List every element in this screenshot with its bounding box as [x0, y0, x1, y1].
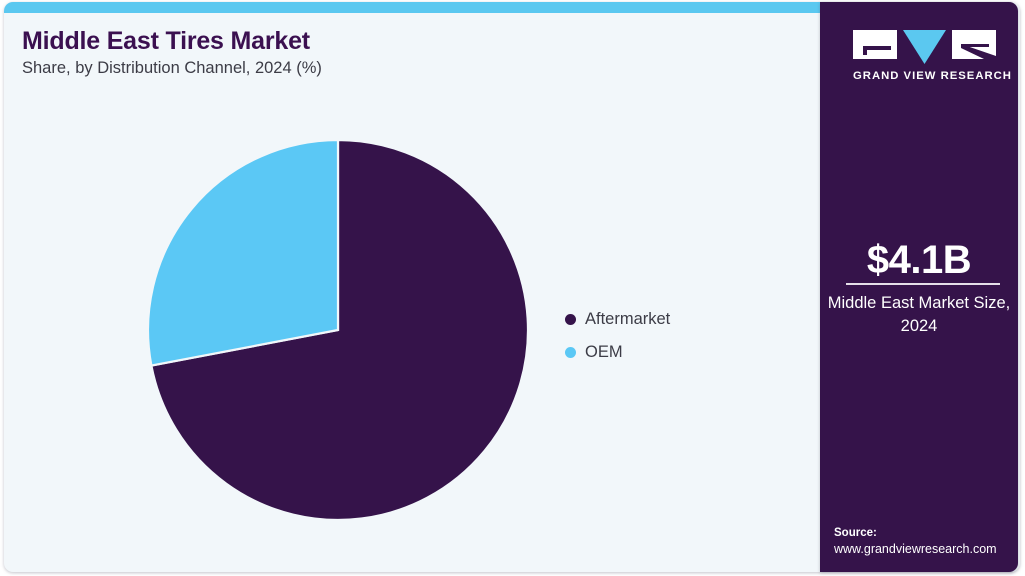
pie-chart-svg	[148, 140, 528, 520]
pie-slice-aftermarket[interactable]	[150, 140, 528, 520]
gvr-logo-svg	[853, 30, 996, 64]
legend-label-aftermarket: Aftermarket	[585, 310, 671, 328]
stat-divider	[846, 283, 1000, 285]
source-block: Source: www.grandviewresearch.com	[834, 525, 1024, 558]
page-subtitle: Share, by Distribution Channel, 2024 (%)	[22, 59, 322, 77]
source-label: Source:	[834, 527, 877, 539]
page-title: Middle East Tires Market	[22, 27, 310, 55]
legend-item-aftermarket[interactable]: Aftermarket	[565, 303, 670, 336]
legend-label-oem: OEM	[585, 343, 623, 361]
gvr-logo-icon	[853, 28, 996, 64]
market-size-value: $4.1B	[866, 238, 972, 282]
brand-name: GRAND VIEW RESEARCH	[853, 70, 1012, 82]
pie-chart	[148, 140, 528, 520]
pie-slice-oem[interactable]	[148, 140, 340, 367]
brand-side-panel	[820, 2, 1018, 572]
top-accent-bar	[4, 2, 820, 13]
source-url[interactable]: www.grandviewresearch.com	[834, 542, 997, 556]
market-size-caption: Middle East Market Size, 2024	[827, 294, 1011, 335]
chart-legend: Aftermarket OEM	[565, 303, 670, 369]
brand-logo: GRAND VIEW RESEARCH	[853, 28, 1012, 82]
pie-slices	[148, 140, 528, 520]
legend-swatch-icon	[565, 314, 576, 325]
legend-item-oem[interactable]: OEM	[565, 336, 670, 369]
legend-swatch-icon	[565, 347, 576, 358]
